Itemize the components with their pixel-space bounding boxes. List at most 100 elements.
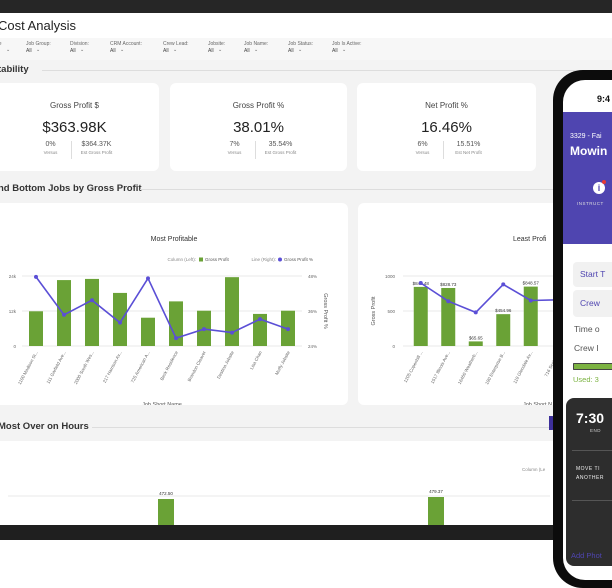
job-code: 3329 - Fai [570,133,602,140]
data-label: $828.73 [440,282,457,287]
line-point [62,312,66,317]
legend-line-label: Line (Right): [251,257,276,262]
filter-dropdown[interactable]: Job Name: All ⌄ [244,41,268,55]
chevron-down-icon: ⌄ [218,47,223,53]
filter-dropdown[interactable]: ger ⌄ [0,41,10,55]
bar [225,277,239,346]
filter-bar: ger ⌄ Job Group:All ⌄ Division:All ⌄ CRM Ac… [0,38,612,60]
x-tick-label: 1100 Madison St... [17,350,39,385]
used-hours: Used: 3 [573,375,599,384]
chevron-down-icon: ⌄ [173,47,178,53]
filter-value: All [288,48,294,54]
crew-button[interactable]: Crew [573,290,612,317]
y-right-tick-label: 36% [308,309,317,314]
filter-dropdown[interactable]: CRM Account: All ⌄ [110,41,142,55]
filter-label: Crew Lead: [163,41,189,47]
versus-value: 0% [45,141,56,148]
estimate-value: 35.54% [268,141,293,148]
filter-dropdown[interactable]: Division: All ⌄ [70,41,89,55]
chevron-down-icon: ⌄ [342,47,347,53]
y-right-tick-label: 48% [308,274,317,279]
bar [113,292,127,346]
estimate-label: Est Gross Profit [264,150,297,155]
chart-title: Most Profitable [151,236,198,243]
versus-label: Versus [415,150,430,155]
filter-label: Job Is Active: [332,41,362,47]
instructions-label[interactable]: INSTRUCT [577,201,604,206]
versus-value: 7% [229,141,240,148]
line-point [230,330,234,335]
filter-value: All [244,48,250,54]
bar [523,286,538,346]
line-point [446,299,451,304]
kpi-card: Gross Profit % 38.01% 7% Versus 35.54% Est… [170,83,347,171]
x-tick-label: Brandon Cleaver [187,350,208,383]
end-label: END [590,428,602,433]
end-time: 7:30 [576,410,605,426]
move-time-line2[interactable]: ANOTHER [576,475,604,481]
kpi-estimate: 35.54% Est Gross Profit [259,141,303,155]
x-axis-title: Job Short N [523,402,552,405]
divider [572,450,612,451]
line-point [473,310,478,315]
kpi-versus: 0% Versus [33,141,69,155]
laptop-bottom-bezel [0,525,612,540]
filter-dropdown[interactable]: Crew Lead: All ⌄ [163,41,189,55]
line-point [258,317,262,322]
y-tick-label: 1000 [385,274,396,279]
filter-dropdown[interactable]: Job Status: All ⌄ [288,41,313,55]
line-point [202,327,206,332]
filter-dropdown[interactable]: Job Group: All ⌄ [26,41,51,55]
hours-progress-bar [573,363,612,370]
data-label: $65.65 [469,335,483,340]
filter-dropdown[interactable]: Job Is Active: All ⌄ [332,41,361,55]
bar [169,301,183,346]
kpi-value: $363.98K [42,119,107,136]
line-point [174,336,178,341]
bar [441,287,456,346]
kpi-estimate: 15.51% Est Net Profit [447,141,491,155]
data-label: 479.37 [429,489,443,494]
bar [85,278,99,346]
y-right-axis-title: Gross Profit % [322,293,328,329]
y-tick-label: 24k [9,274,17,279]
start-time-button[interactable]: Start T [573,262,612,287]
bar [496,314,511,346]
filter-label: Job Status: [288,41,314,47]
filter-dropdown[interactable]: Jobsite: All ⌄ [208,41,225,55]
kpi-title: Gross Profit $ [50,101,99,110]
add-photo-button[interactable]: Add Phot [571,551,602,560]
x-tick-label: 119 Glendale Av... [512,350,533,384]
legend-series-name: Gross Profit % [284,257,313,262]
crew-hours-label: Crew I [574,343,599,353]
versus-value: 6% [417,141,428,148]
move-time-line1[interactable]: MOVE TI [576,466,600,472]
line-point [528,298,533,303]
kpi-title: Gross Profit % [232,101,285,110]
kpi-versus: 6% Versus [405,141,441,155]
filter-value: All [26,48,32,54]
x-tick-label: Beck Residence [159,350,179,381]
x-tick-label: 16460 Weatherb... [457,350,479,385]
notification-dot [602,180,606,184]
kpi-versus: 7% Versus [217,141,253,155]
filter-value: All [110,48,116,54]
data-label: 472.50 [159,491,173,496]
info-icon[interactable]: i [593,182,605,194]
chevron-down-icon: ⌄ [254,47,259,53]
x-axis-title: Job Short Name [142,402,182,405]
line-point [34,274,38,279]
versus-label: Versus [43,150,58,155]
x-tick-label: Muffy Jobsite [274,350,291,376]
filter-label: CRM Account: [110,41,142,47]
chevron-down-icon: ⌄ [6,47,11,53]
title-bar: Cost Analysis [0,13,612,38]
chevron-down-icon: ⌄ [298,47,303,53]
x-tick-label: 111 Garfield Ave... [45,350,66,384]
kpi-title: Net Profit % [425,101,468,110]
dashboard-screen: Cost Analysis ger ⌄ Job Group:All ⌄ Divisi… [0,13,612,525]
divider [572,500,612,501]
kpi-value: 38.01% [233,119,284,136]
y-tick-label: 500 [387,309,395,314]
